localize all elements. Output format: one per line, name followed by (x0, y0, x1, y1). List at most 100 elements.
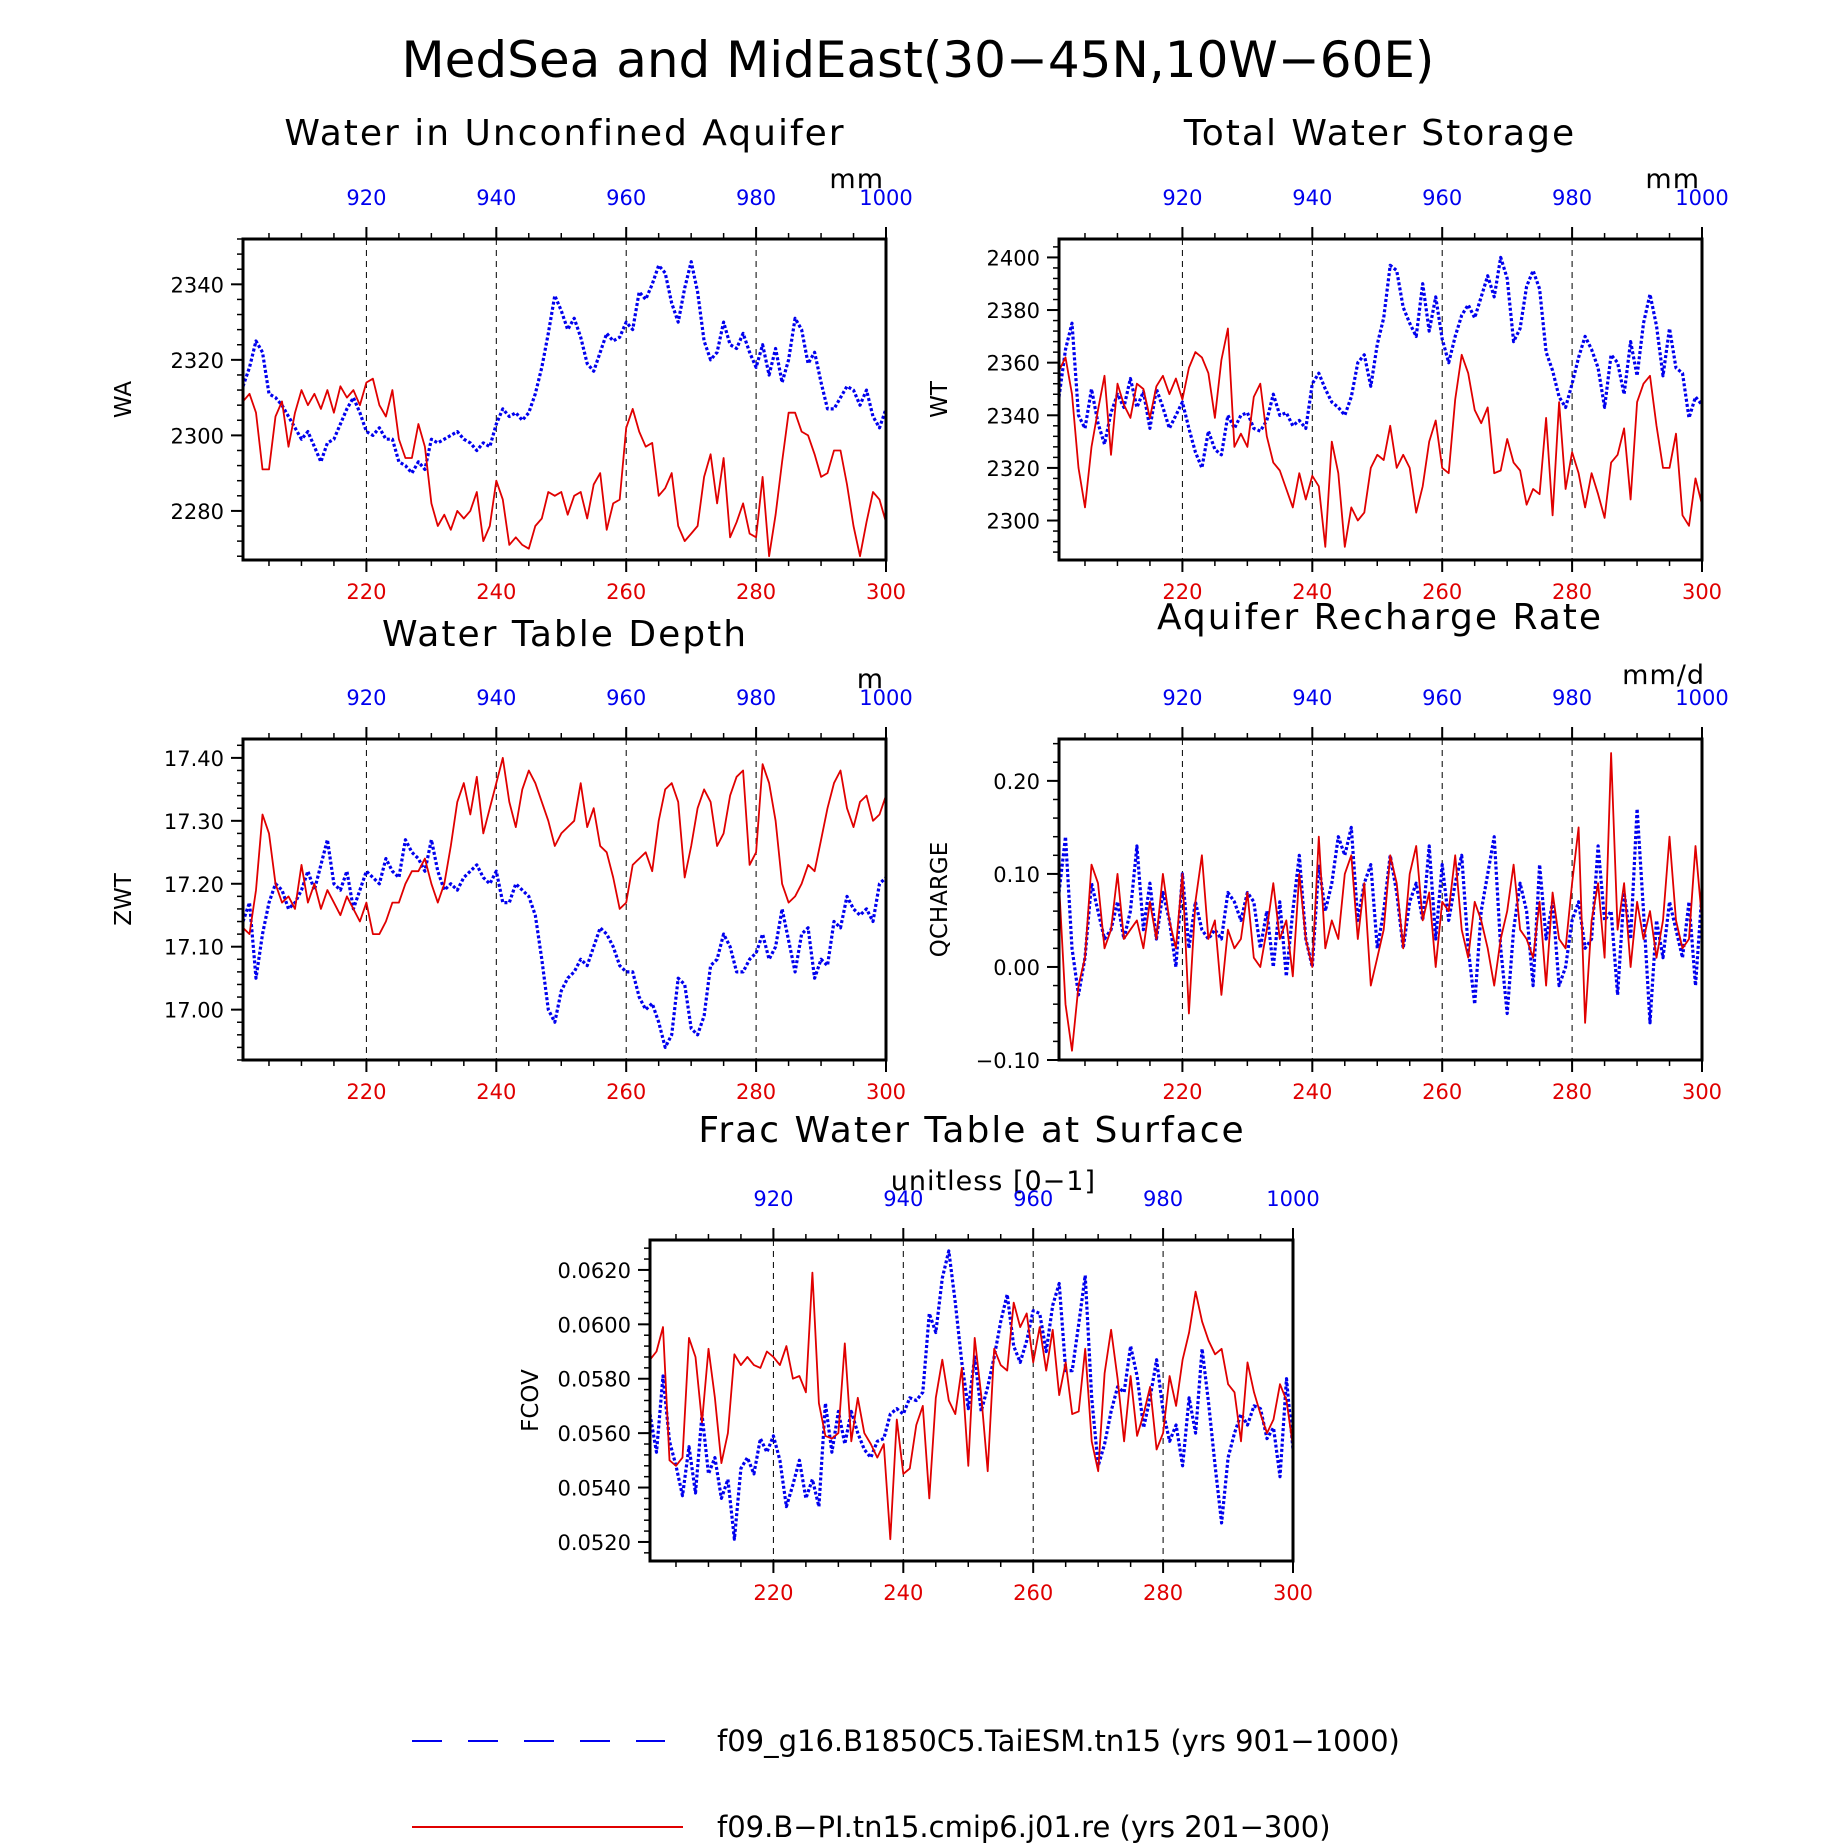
x-tick-label: 260 (606, 1080, 646, 1104)
y-tick-label: 2300 (171, 424, 224, 448)
x-tick-label: 280 (1552, 580, 1592, 604)
x-top-tick-label: 1000 (1675, 686, 1728, 710)
x-top-tick-label: 1000 (859, 686, 912, 710)
unit-label: mm (1645, 164, 1700, 195)
legend: f09_g16.B1850C5.TaiESM.tn15 (yrs 901−100… (412, 1724, 1400, 1844)
x-top-tick-label: 940 (1292, 186, 1332, 210)
y-tick-label: 17.00 (164, 999, 224, 1023)
y-axis-label: WT (927, 380, 953, 418)
x-top-tick-label: 960 (606, 186, 646, 210)
legend-label-1: f09.B−PI.tn15.cmip6.j01.re (yrs 201−300) (717, 1810, 1331, 1843)
y-tick-label: 2280 (171, 500, 224, 524)
plot-frame (1057, 737, 1704, 1062)
x-top-tick-label: 940 (883, 1187, 923, 1211)
unit-label: unitless [0−1] (891, 1166, 1096, 1197)
x-tick-label: 300 (866, 1080, 906, 1104)
y-tick-label: 0.0580 (558, 1368, 631, 1392)
plot-frame (1057, 237, 1704, 562)
unit-label: mm (829, 164, 884, 195)
x-tick-label: 300 (1273, 1581, 1313, 1605)
x-top-tick-label: 980 (1552, 686, 1592, 710)
x-top-tick-label: 920 (1162, 186, 1202, 210)
x-top-tick-label: 1000 (859, 186, 912, 210)
x-tick-label: 260 (1422, 580, 1462, 604)
plot-frame (241, 737, 888, 1062)
y-tick-label: 0.0540 (558, 1477, 631, 1501)
x-top-tick-label: 980 (1143, 1187, 1183, 1211)
y-tick-label: 0.0520 (558, 1531, 631, 1555)
panel-0: Water in Unconfined Aquifer mm 2280 2300 232… (111, 113, 913, 604)
y-tick-label: 17.40 (164, 747, 224, 771)
x-tick-label: 280 (736, 1080, 776, 1104)
panel-title: Frac Water Table at Surface (698, 1110, 1245, 1151)
panel-title: Aquifer Recharge Rate (1157, 597, 1603, 638)
y-tick-label: 2320 (171, 349, 224, 373)
x-top-tick-label: 940 (476, 186, 516, 210)
panel-title: Water Table Depth (382, 614, 748, 655)
y-tick-label: 2340 (171, 273, 224, 297)
x-tick-label: 240 (1292, 580, 1332, 604)
y-tick-label: 0.0620 (558, 1259, 631, 1283)
x-top-tick-label: 920 (1162, 686, 1202, 710)
series-line-1 (242, 757, 887, 935)
series-line-0 (241, 838, 888, 1050)
x-top-tick-label: 980 (736, 686, 776, 710)
x-top-tick-label: 980 (736, 186, 776, 210)
x-tick-label: 300 (1682, 1080, 1722, 1104)
y-tick-label: 17.30 (164, 810, 224, 834)
panels: Water in Unconfined Aquifer mm 2280 2300 232… (111, 113, 1729, 1605)
x-top-tick-label: 920 (753, 1187, 793, 1211)
series-line-0 (241, 260, 888, 475)
x-tick-label: 280 (1143, 1581, 1183, 1605)
series-line-1 (649, 1271, 1294, 1541)
y-axis-label: QCHARGE (927, 842, 953, 958)
x-tick-label: 220 (1162, 1080, 1202, 1104)
x-top-tick-label: 920 (346, 686, 386, 710)
series-line-0 (648, 1249, 1295, 1541)
y-tick-label: 2360 (987, 352, 1040, 376)
y-tick-label: 0.0560 (558, 1422, 631, 1446)
x-tick-label: 260 (1013, 1581, 1053, 1605)
x-tick-label: 300 (1682, 580, 1722, 604)
y-tick-label: −0.10 (976, 1049, 1040, 1073)
series-line-1 (1058, 327, 1703, 548)
y-tick-label: 17.20 (164, 873, 224, 897)
x-top-tick-label: 980 (1552, 186, 1592, 210)
y-tick-label: 2380 (987, 299, 1040, 323)
panel-title: Water in Unconfined Aquifer (284, 113, 845, 154)
x-top-tick-label: 940 (1292, 686, 1332, 710)
x-top-tick-label: 960 (1422, 686, 1462, 710)
plot-frame (241, 237, 888, 562)
panel-1: Total Water Storage mm 2300 2320 2340 2360 238… (927, 113, 1729, 604)
x-tick-label: 220 (1162, 580, 1202, 604)
series-line-0 (1057, 807, 1704, 1025)
y-tick-label: 0.10 (993, 863, 1040, 887)
y-tick-label: 2300 (987, 510, 1040, 534)
x-tick-label: 220 (346, 1080, 386, 1104)
x-top-tick-label: 920 (346, 186, 386, 210)
y-tick-label: 0.00 (993, 956, 1040, 980)
y-tick-label: 2400 (987, 246, 1040, 270)
unit-label: mm/d (1622, 660, 1705, 691)
y-tick-label: 2340 (987, 404, 1040, 428)
x-tick-label: 300 (866, 580, 906, 604)
x-top-tick-label: 960 (1422, 186, 1462, 210)
x-top-tick-label: 940 (476, 686, 516, 710)
x-top-tick-label: 960 (606, 686, 646, 710)
x-tick-label: 260 (606, 580, 646, 604)
series-line-1 (242, 377, 887, 558)
panel-title: Total Water Storage (1183, 113, 1576, 154)
x-tick-label: 240 (883, 1581, 923, 1605)
x-tick-label: 240 (1292, 1080, 1332, 1104)
panel-3: Aquifer Recharge Rate mm/d −0.10 0.00 0.10 0.… (927, 597, 1729, 1104)
y-axis-label: FCOV (518, 1369, 544, 1432)
figure-title: MedSea and MidEast(30−45N,10W−60E) (402, 31, 1435, 89)
panel-2: Water Table Depth m 17.00 17.10 17.20 17.30 17… (111, 614, 913, 1104)
series-line-1 (1058, 752, 1703, 1052)
x-tick-label: 220 (346, 580, 386, 604)
x-tick-label: 260 (1422, 1080, 1462, 1104)
y-tick-label: 17.10 (164, 936, 224, 960)
panel-4: Frac Water Table at Surface unitless [0−1… (518, 1110, 1320, 1605)
